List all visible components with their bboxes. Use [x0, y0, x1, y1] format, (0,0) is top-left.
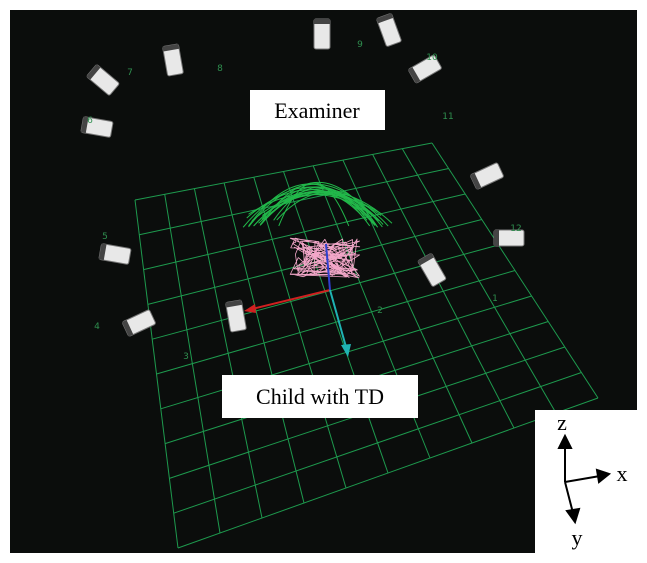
camera-number: 8: [217, 64, 223, 74]
grid-line: [156, 270, 516, 375]
camera: [313, 18, 331, 50]
y-arrow: [329, 289, 347, 348]
camera-body: [80, 116, 114, 138]
camera: [162, 43, 184, 77]
camera-number: 7: [127, 68, 133, 78]
grid-line: [372, 154, 515, 429]
examiner-trajectory: [259, 181, 377, 226]
camera: [408, 54, 442, 84]
camera: [98, 243, 132, 265]
camera-body: [98, 243, 132, 265]
grid-line: [431, 142, 599, 399]
camera-lens: [80, 116, 89, 134]
examiner-trajectory: [273, 186, 368, 221]
camera-lens: [470, 172, 482, 190]
child-box: [222, 375, 418, 418]
examiner-trajectory: [248, 192, 383, 215]
camera-number: 10: [426, 53, 438, 63]
grid-line: [177, 397, 599, 549]
camera: [122, 309, 156, 337]
camera-lens: [225, 299, 243, 308]
camera-lens: [376, 13, 394, 24]
grid-line: [401, 148, 557, 414]
x-arrow: [251, 289, 331, 310]
child-trajectory: [289, 237, 361, 279]
x-arrow-head: [244, 304, 256, 313]
camera-number: 2: [377, 306, 383, 316]
camera-number: 6: [87, 116, 93, 126]
camera: [225, 299, 247, 333]
camera-lens: [86, 64, 101, 80]
camera-body: [225, 299, 247, 333]
camera: [376, 13, 402, 47]
camera-lens: [408, 67, 421, 84]
camera-number: 12: [510, 224, 521, 234]
camera: [417, 253, 447, 287]
camera-lens: [162, 43, 180, 52]
camera-number: 11: [442, 112, 453, 122]
examiner-trajectory: [260, 191, 376, 225]
camera-body: [376, 13, 402, 47]
camera-lens: [98, 243, 107, 261]
camera-number: 4: [94, 322, 100, 332]
examiner-box: [250, 90, 385, 130]
camera-lens: [122, 319, 134, 337]
camera-body: [162, 43, 184, 77]
camera: [86, 64, 120, 96]
z-label: z: [557, 410, 567, 435]
grid-line: [173, 372, 582, 514]
camera: [470, 162, 504, 190]
examiner-label: Examiner: [274, 98, 360, 123]
camera: [80, 116, 114, 138]
x-label: x: [617, 461, 628, 486]
camera-lens: [417, 253, 434, 266]
camera: [493, 229, 525, 247]
z-arrow: [325, 243, 331, 291]
axis-panel: [535, 410, 637, 553]
y-arrow-head: [341, 344, 351, 357]
camera-number: 3: [183, 352, 189, 362]
trajectories: [242, 181, 393, 279]
axis-glyph: [557, 433, 612, 525]
camera-lens: [494, 230, 499, 246]
camera-lens: [314, 19, 330, 24]
camera-number: 5: [102, 232, 108, 242]
y-label: y: [572, 525, 583, 550]
child-label: Child with TD: [256, 384, 384, 409]
camera-number: 9: [357, 40, 363, 50]
camera-number: 1: [492, 294, 498, 304]
